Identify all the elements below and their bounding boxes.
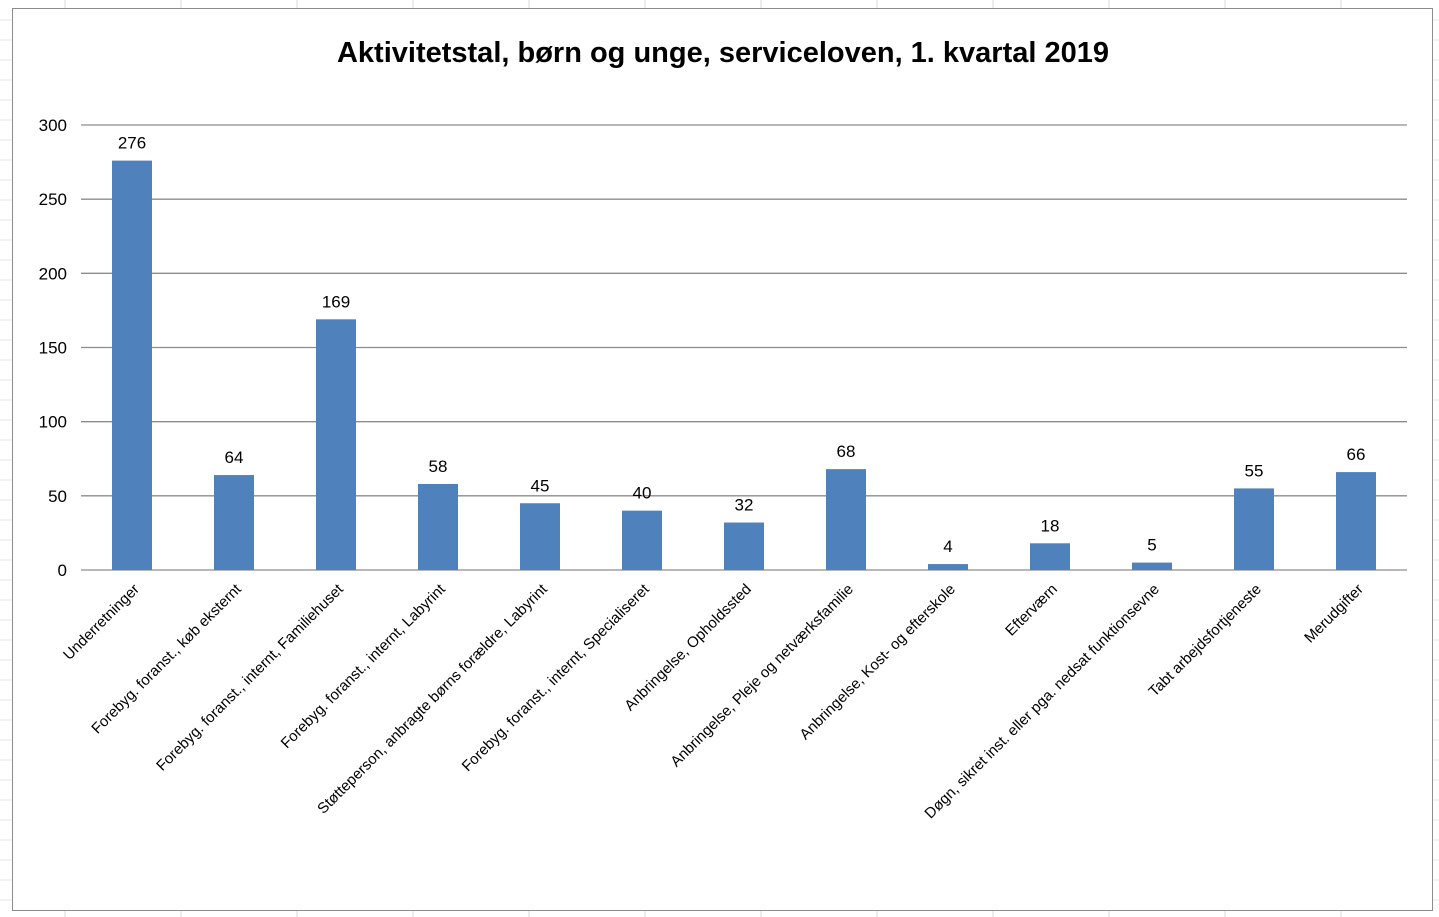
- data-label: 45: [531, 476, 550, 495]
- data-label: 4: [943, 537, 952, 556]
- x-tick-label: Forebyg. foranst., internt, Specialisere…: [459, 580, 654, 775]
- data-label: 55: [1245, 461, 1264, 480]
- y-tick-label: 300: [39, 116, 67, 135]
- data-label: 64: [225, 448, 244, 467]
- x-tick-label: Merudgifter: [1301, 581, 1367, 647]
- y-tick-label: 200: [39, 264, 67, 283]
- y-tick-label: 0: [58, 561, 67, 580]
- data-label: 40: [633, 484, 652, 503]
- data-label: 18: [1041, 516, 1060, 535]
- data-label: 68: [837, 442, 856, 461]
- x-tick-label: Forebyg. foranst., internt, Labyrint: [278, 580, 450, 752]
- x-tick-label: Tabt arbejdsfortjeneste: [1145, 581, 1264, 700]
- y-tick-label: 250: [39, 190, 67, 209]
- y-axis-ticks: 0 50 100 150 200 250 300: [39, 116, 67, 580]
- bar[interactable]: [1336, 472, 1376, 570]
- bar[interactable]: [928, 564, 968, 570]
- bar[interactable]: [622, 510, 662, 570]
- bar[interactable]: [520, 503, 560, 570]
- y-tick-label: 150: [39, 339, 67, 358]
- bar-chart: Aktivitetstal, børn og unge, servicelove…: [39, 37, 1407, 822]
- bar[interactable]: [418, 483, 458, 570]
- data-label: 169: [322, 292, 350, 311]
- chart-area[interactable]: Aktivitetstal, børn og unge, servicelove…: [12, 8, 1433, 911]
- x-tick-label: Forebyg. foranst., internt, Familiehuset: [153, 580, 347, 774]
- bar[interactable]: [724, 522, 764, 570]
- bar[interactable]: [1030, 543, 1070, 570]
- bar[interactable]: [826, 469, 866, 570]
- x-tick-label: Efterværn: [1002, 581, 1061, 640]
- data-label: 32: [735, 496, 754, 515]
- data-label: 5: [1147, 536, 1156, 555]
- chart-title: Aktivitetstal, børn og unge, servicelove…: [337, 37, 1109, 69]
- data-label: 66: [1347, 445, 1366, 464]
- y-tick-label: 50: [48, 487, 67, 506]
- x-tick-label: Underretninger: [60, 581, 143, 664]
- x-tick-label: Døgn, sikret inst. eller pga. nedsat fun…: [921, 581, 1162, 822]
- x-tick-label: Støtteperson, anbragte børns forældre, L…: [314, 580, 551, 817]
- bar[interactable]: [316, 319, 356, 570]
- bars: [112, 160, 1376, 570]
- data-label: 276: [118, 134, 146, 153]
- bar[interactable]: [214, 475, 254, 570]
- bar[interactable]: [112, 160, 152, 570]
- data-label: 58: [429, 457, 448, 476]
- x-tick-label: Anbringelse, Pleje og netværksfamilie: [667, 581, 856, 770]
- bar[interactable]: [1234, 488, 1274, 570]
- bar[interactable]: [1132, 562, 1172, 570]
- y-tick-label: 100: [39, 413, 67, 432]
